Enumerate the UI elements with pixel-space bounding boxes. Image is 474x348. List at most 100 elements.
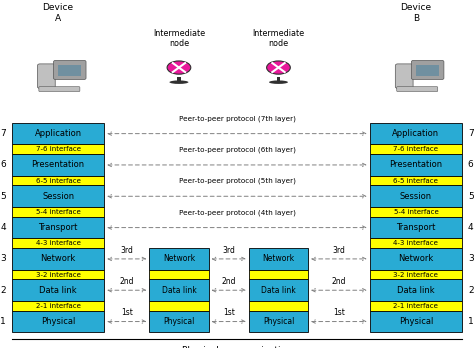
- Bar: [12, 238, 104, 248]
- Bar: [370, 144, 462, 154]
- Bar: [370, 185, 462, 207]
- Bar: [12, 311, 104, 332]
- Bar: [12, 185, 104, 207]
- Text: Physical: Physical: [263, 317, 294, 326]
- Text: Transport: Transport: [396, 223, 436, 232]
- Bar: [370, 238, 462, 248]
- Text: Intermediate
node: Intermediate node: [153, 29, 205, 48]
- Bar: [249, 311, 308, 332]
- FancyBboxPatch shape: [411, 61, 444, 79]
- Bar: [370, 279, 462, 301]
- Text: 5: 5: [0, 192, 6, 201]
- Text: Physical: Physical: [163, 317, 195, 326]
- Text: 1st: 1st: [333, 308, 345, 317]
- Text: Network: Network: [40, 254, 76, 263]
- Bar: [370, 123, 462, 144]
- Text: 1st: 1st: [223, 308, 235, 317]
- FancyBboxPatch shape: [395, 64, 413, 88]
- FancyBboxPatch shape: [39, 87, 80, 92]
- Text: 3: 3: [0, 254, 6, 263]
- Bar: [177, 77, 181, 82]
- Bar: [249, 270, 308, 279]
- Text: 3rd: 3rd: [222, 246, 235, 255]
- Text: 5: 5: [468, 192, 474, 201]
- Text: 4: 4: [468, 223, 474, 232]
- Text: 7-6 interface: 7-6 interface: [393, 146, 438, 152]
- Text: Peer-to-peer protocol (6th layer): Peer-to-peer protocol (6th layer): [179, 147, 295, 153]
- Text: Peer-to-peer protocol (7th layer): Peer-to-peer protocol (7th layer): [179, 115, 295, 122]
- Text: 6: 6: [468, 160, 474, 169]
- Bar: [149, 311, 209, 332]
- Text: 1: 1: [0, 317, 6, 326]
- Text: Session: Session: [400, 192, 432, 201]
- Ellipse shape: [167, 61, 191, 74]
- Text: Network: Network: [263, 254, 294, 263]
- Text: Network: Network: [398, 254, 434, 263]
- Text: 2-1 interface: 2-1 interface: [393, 303, 438, 309]
- Bar: [249, 301, 308, 311]
- Text: 2nd: 2nd: [221, 277, 236, 286]
- Text: Transport: Transport: [38, 223, 78, 232]
- Bar: [149, 301, 209, 311]
- Bar: [12, 270, 104, 279]
- Text: 7: 7: [0, 129, 6, 138]
- Text: 2nd: 2nd: [119, 277, 134, 286]
- Text: 7-6 interface: 7-6 interface: [36, 146, 81, 152]
- Bar: [12, 123, 104, 144]
- Bar: [12, 279, 104, 301]
- Bar: [12, 144, 104, 154]
- Bar: [12, 154, 104, 176]
- Bar: [149, 279, 209, 301]
- FancyBboxPatch shape: [397, 87, 438, 92]
- Bar: [12, 207, 104, 217]
- Text: Device
A: Device A: [43, 3, 73, 23]
- Bar: [12, 248, 104, 270]
- Bar: [370, 301, 462, 311]
- Bar: [370, 311, 462, 332]
- Text: Presentation: Presentation: [389, 160, 443, 169]
- Text: 4-3 interface: 4-3 interface: [393, 240, 438, 246]
- Bar: [58, 65, 82, 76]
- Text: Data link: Data link: [162, 286, 196, 295]
- Text: 3: 3: [468, 254, 474, 263]
- Bar: [277, 77, 281, 82]
- Text: 4-3 interface: 4-3 interface: [36, 240, 81, 246]
- Text: 5-4 interface: 5-4 interface: [393, 209, 438, 215]
- Text: Network: Network: [163, 254, 195, 263]
- FancyBboxPatch shape: [54, 61, 86, 79]
- Bar: [12, 217, 104, 238]
- Text: 1: 1: [468, 317, 474, 326]
- Text: Device
B: Device B: [401, 3, 431, 23]
- Text: 2: 2: [468, 286, 474, 295]
- Text: Physical: Physical: [41, 317, 75, 326]
- Text: Data link: Data link: [261, 286, 296, 295]
- Ellipse shape: [170, 80, 188, 84]
- Text: 6-5 interface: 6-5 interface: [393, 177, 438, 184]
- Bar: [370, 154, 462, 176]
- Text: 7: 7: [468, 129, 474, 138]
- Bar: [249, 248, 308, 270]
- Text: Peer-to-peer protocol (4th layer): Peer-to-peer protocol (4th layer): [179, 209, 295, 216]
- Text: Application: Application: [35, 129, 82, 138]
- Text: 2-1 interface: 2-1 interface: [36, 303, 81, 309]
- FancyBboxPatch shape: [37, 64, 55, 88]
- Bar: [249, 279, 308, 301]
- Text: Intermediate
node: Intermediate node: [253, 29, 304, 48]
- Text: 2: 2: [0, 286, 6, 295]
- Text: Peer-to-peer protocol (5th layer): Peer-to-peer protocol (5th layer): [179, 178, 295, 184]
- Bar: [12, 301, 104, 311]
- Bar: [149, 270, 209, 279]
- Bar: [370, 207, 462, 217]
- Text: Data link: Data link: [39, 286, 77, 295]
- Text: 3-2 interface: 3-2 interface: [393, 271, 438, 278]
- Bar: [370, 270, 462, 279]
- Text: Data link: Data link: [397, 286, 435, 295]
- Ellipse shape: [266, 61, 290, 74]
- Text: 6-5 interface: 6-5 interface: [36, 177, 81, 184]
- Text: 4: 4: [0, 223, 6, 232]
- Text: 5-4 interface: 5-4 interface: [36, 209, 81, 215]
- Text: Presentation: Presentation: [31, 160, 85, 169]
- Bar: [370, 248, 462, 270]
- Text: 6: 6: [0, 160, 6, 169]
- Bar: [370, 176, 462, 185]
